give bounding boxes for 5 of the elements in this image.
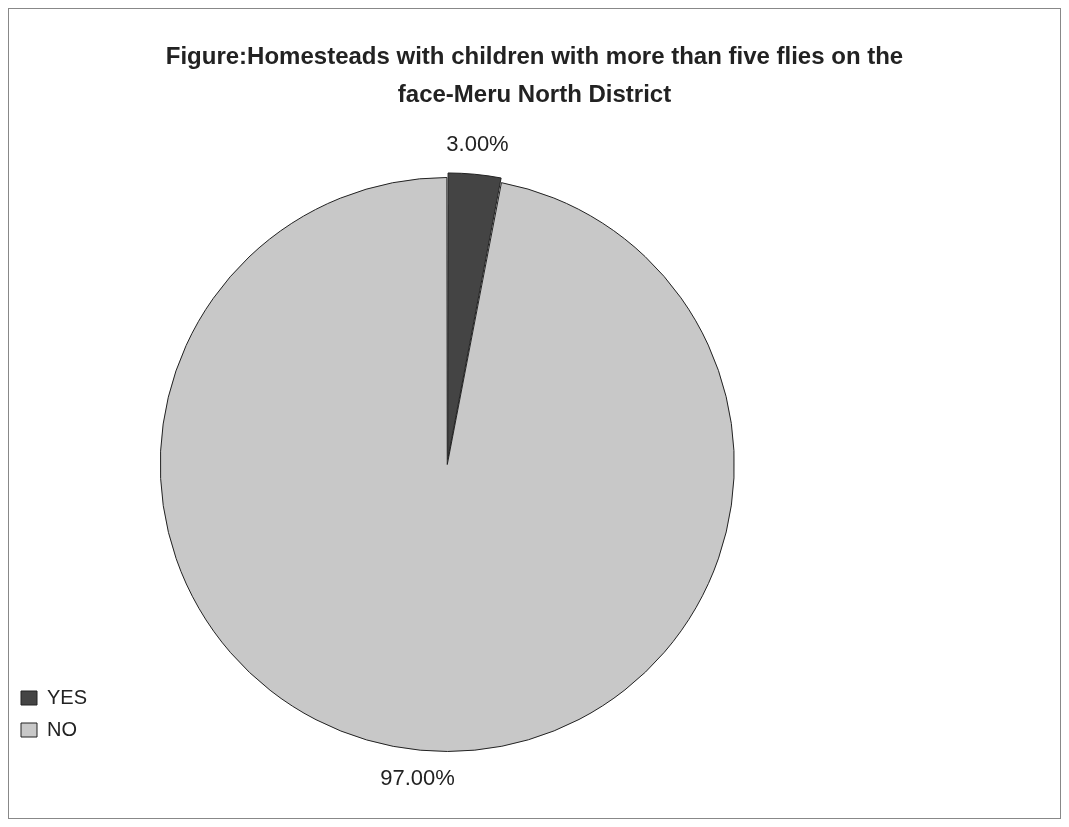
legend-label: NO xyxy=(47,717,77,740)
legend-label: YES xyxy=(47,685,88,708)
chart-title: Figure:Homesteads with children with more than five flies on the face-Meru North District xyxy=(164,41,905,109)
data-label: 3.00% xyxy=(446,130,509,156)
data-label: 97.00% xyxy=(380,765,455,791)
